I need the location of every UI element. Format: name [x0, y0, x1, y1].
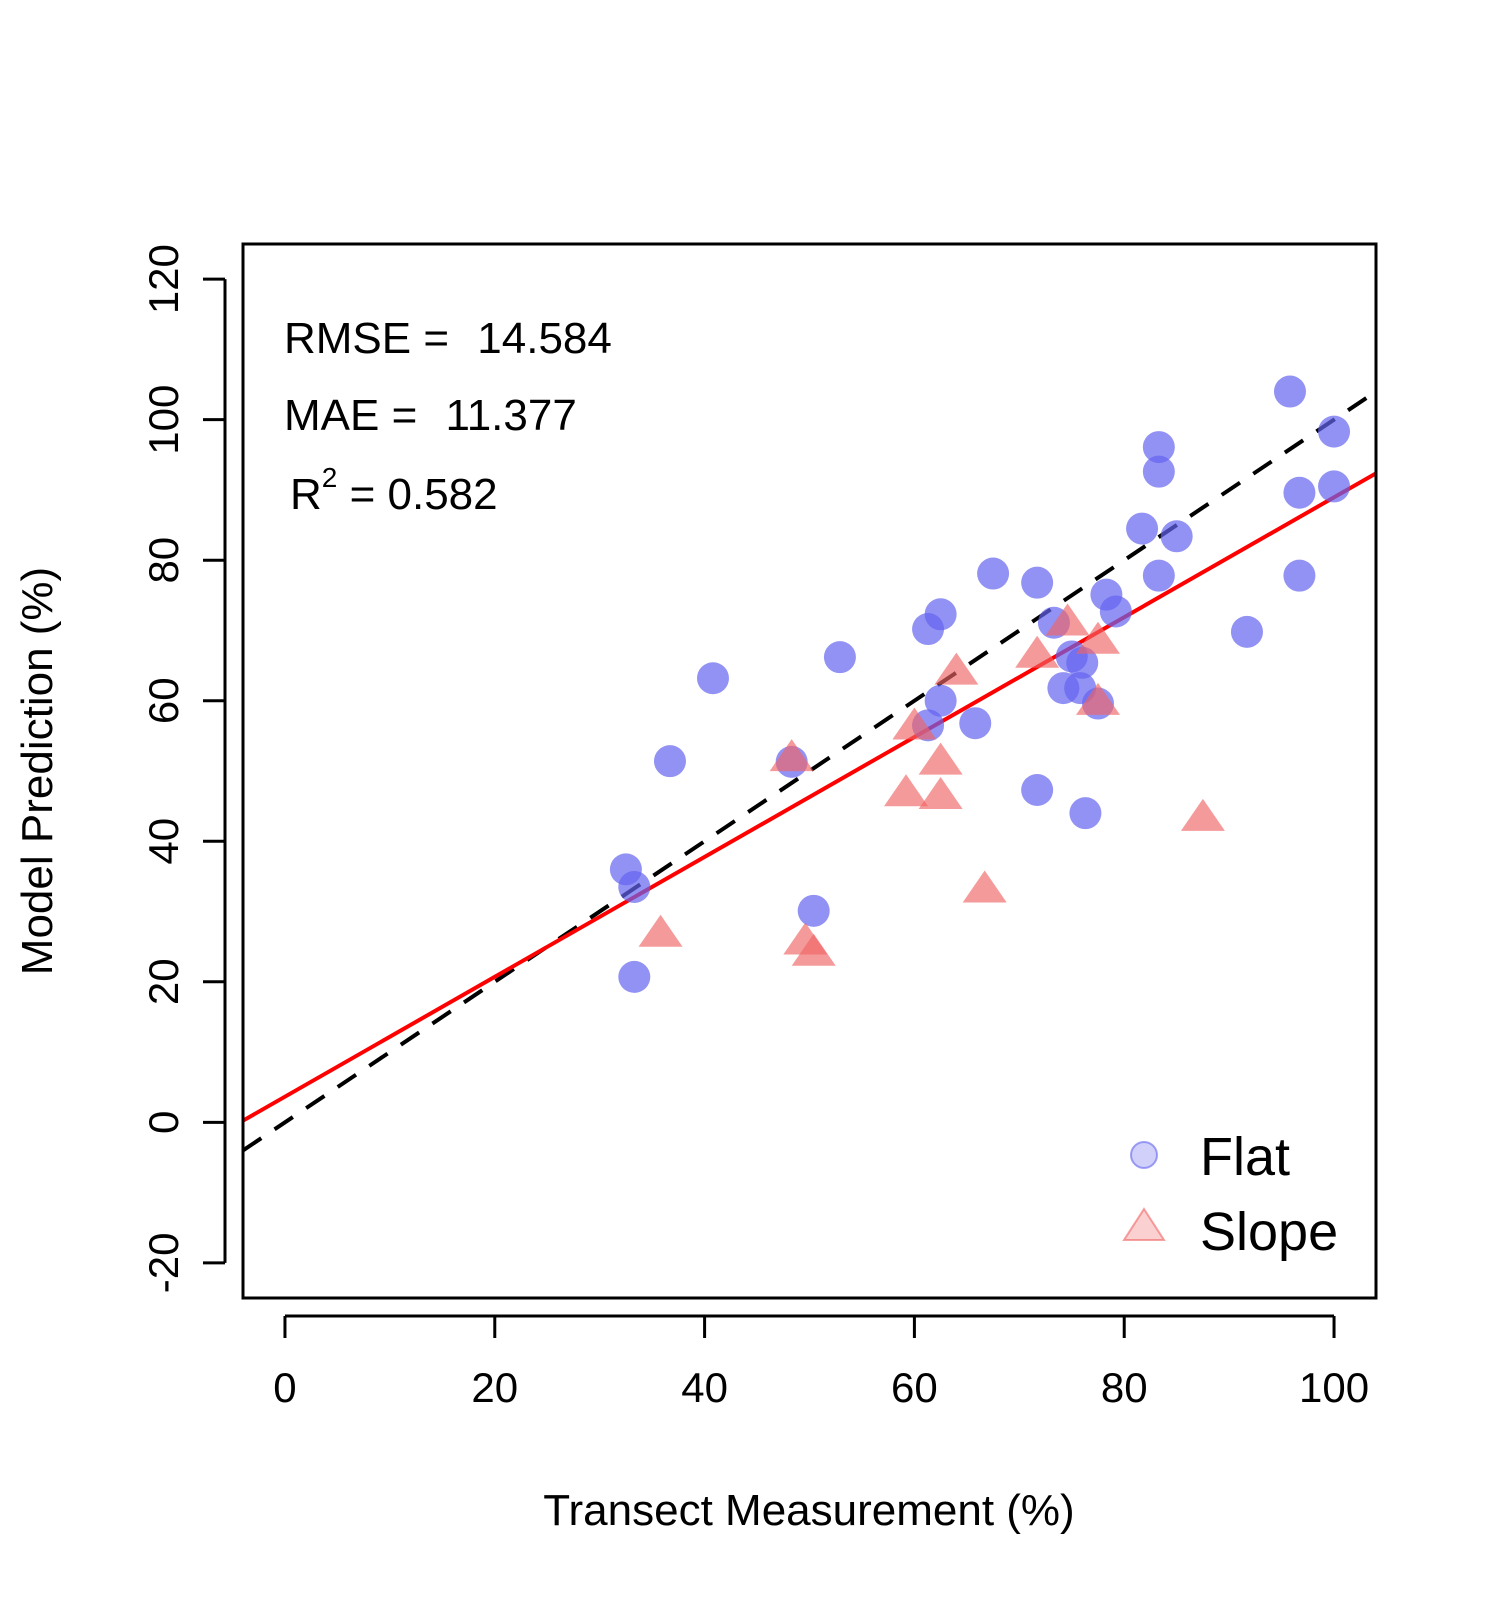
y-tick-label: 0: [140, 1111, 187, 1134]
point-slope: [962, 870, 1007, 903]
x-tick-label: 0: [273, 1364, 296, 1411]
fit-lines: [243, 389, 1376, 1153]
point-slope: [934, 652, 979, 685]
x-tick-label: 40: [681, 1364, 728, 1411]
r-squared-text: R2 = 0.582: [290, 462, 498, 519]
legend-flat-label: Flat: [1200, 1127, 1290, 1187]
point-flat: [924, 598, 957, 631]
y-axis-title: Model Prediction (%): [13, 567, 62, 975]
point-flat: [1160, 520, 1193, 553]
point-flat: [618, 960, 651, 993]
x-tick-label: 20: [471, 1364, 518, 1411]
x-axis-title: Transect Measurement (%): [543, 1486, 1074, 1535]
y-tick-label: 100: [140, 385, 187, 455]
y-tick-label: 80: [140, 537, 187, 584]
point-flat: [1021, 566, 1054, 599]
point-flat: [797, 894, 830, 927]
y-axis: -20 0 20 40 60 80 100 120: [140, 244, 227, 1294]
point-flat: [1283, 476, 1316, 509]
legend-slope-marker: [1122, 1207, 1166, 1241]
point-flat: [977, 557, 1010, 590]
point-flat: [1283, 559, 1316, 592]
point-flat: [1021, 773, 1054, 806]
point-slope: [1075, 621, 1120, 654]
y-tick-label: 120: [140, 244, 187, 314]
point-flat: [1318, 415, 1351, 448]
point-flat: [1126, 512, 1159, 545]
legend-slope-label: Slope: [1200, 1202, 1338, 1262]
point-flat: [924, 684, 957, 717]
point-flat: [1066, 646, 1099, 679]
legend-flat-marker: [1130, 1141, 1158, 1169]
y-tick-label: 20: [140, 958, 187, 1005]
point-flat: [1142, 431, 1175, 464]
point-slope: [892, 707, 937, 740]
point-flat: [653, 745, 686, 778]
point-slope: [1015, 635, 1060, 668]
point-flat: [1099, 595, 1132, 628]
stats-annotation: RMSE = 14.584 MAE = 11.377 R2 = 0.582: [284, 314, 612, 519]
x-tick-label: 60: [891, 1364, 938, 1411]
point-flat: [1318, 470, 1351, 503]
point-slope: [884, 774, 929, 807]
point-flat: [1273, 375, 1306, 408]
y-tick-label: -20: [140, 1233, 187, 1294]
point-slope: [638, 914, 683, 947]
point-flat: [1069, 797, 1102, 830]
point-slope: [1180, 798, 1225, 831]
point-flat: [1142, 455, 1175, 488]
legend: Flat Slope: [1122, 1127, 1338, 1262]
point-flat: [618, 870, 651, 903]
point-flat: [823, 641, 856, 674]
point-slope: [1045, 603, 1090, 636]
mae-text: MAE = 11.377: [284, 391, 577, 440]
point-slope: [791, 933, 836, 966]
point-flat: [696, 662, 729, 695]
point-slope: [769, 739, 814, 772]
point-slope: [918, 777, 963, 810]
point-flat: [1230, 615, 1263, 648]
x-tick-label: 100: [1299, 1364, 1369, 1411]
regression-line: [243, 471, 1376, 1123]
point-slope: [918, 742, 963, 775]
point-flat: [959, 707, 992, 740]
x-tick-label: 80: [1101, 1364, 1148, 1411]
rmse-text: RMSE = 14.584: [284, 314, 612, 363]
y-tick-label: 60: [140, 677, 187, 724]
plot-frame: [241, 242, 1378, 1300]
y-tick-label: 40: [140, 818, 187, 865]
data-points: [609, 375, 1351, 993]
x-axis: 0 20 40 60 80 100: [273, 1314, 1369, 1411]
point-slope: [1075, 682, 1120, 715]
point-flat: [1142, 559, 1175, 592]
